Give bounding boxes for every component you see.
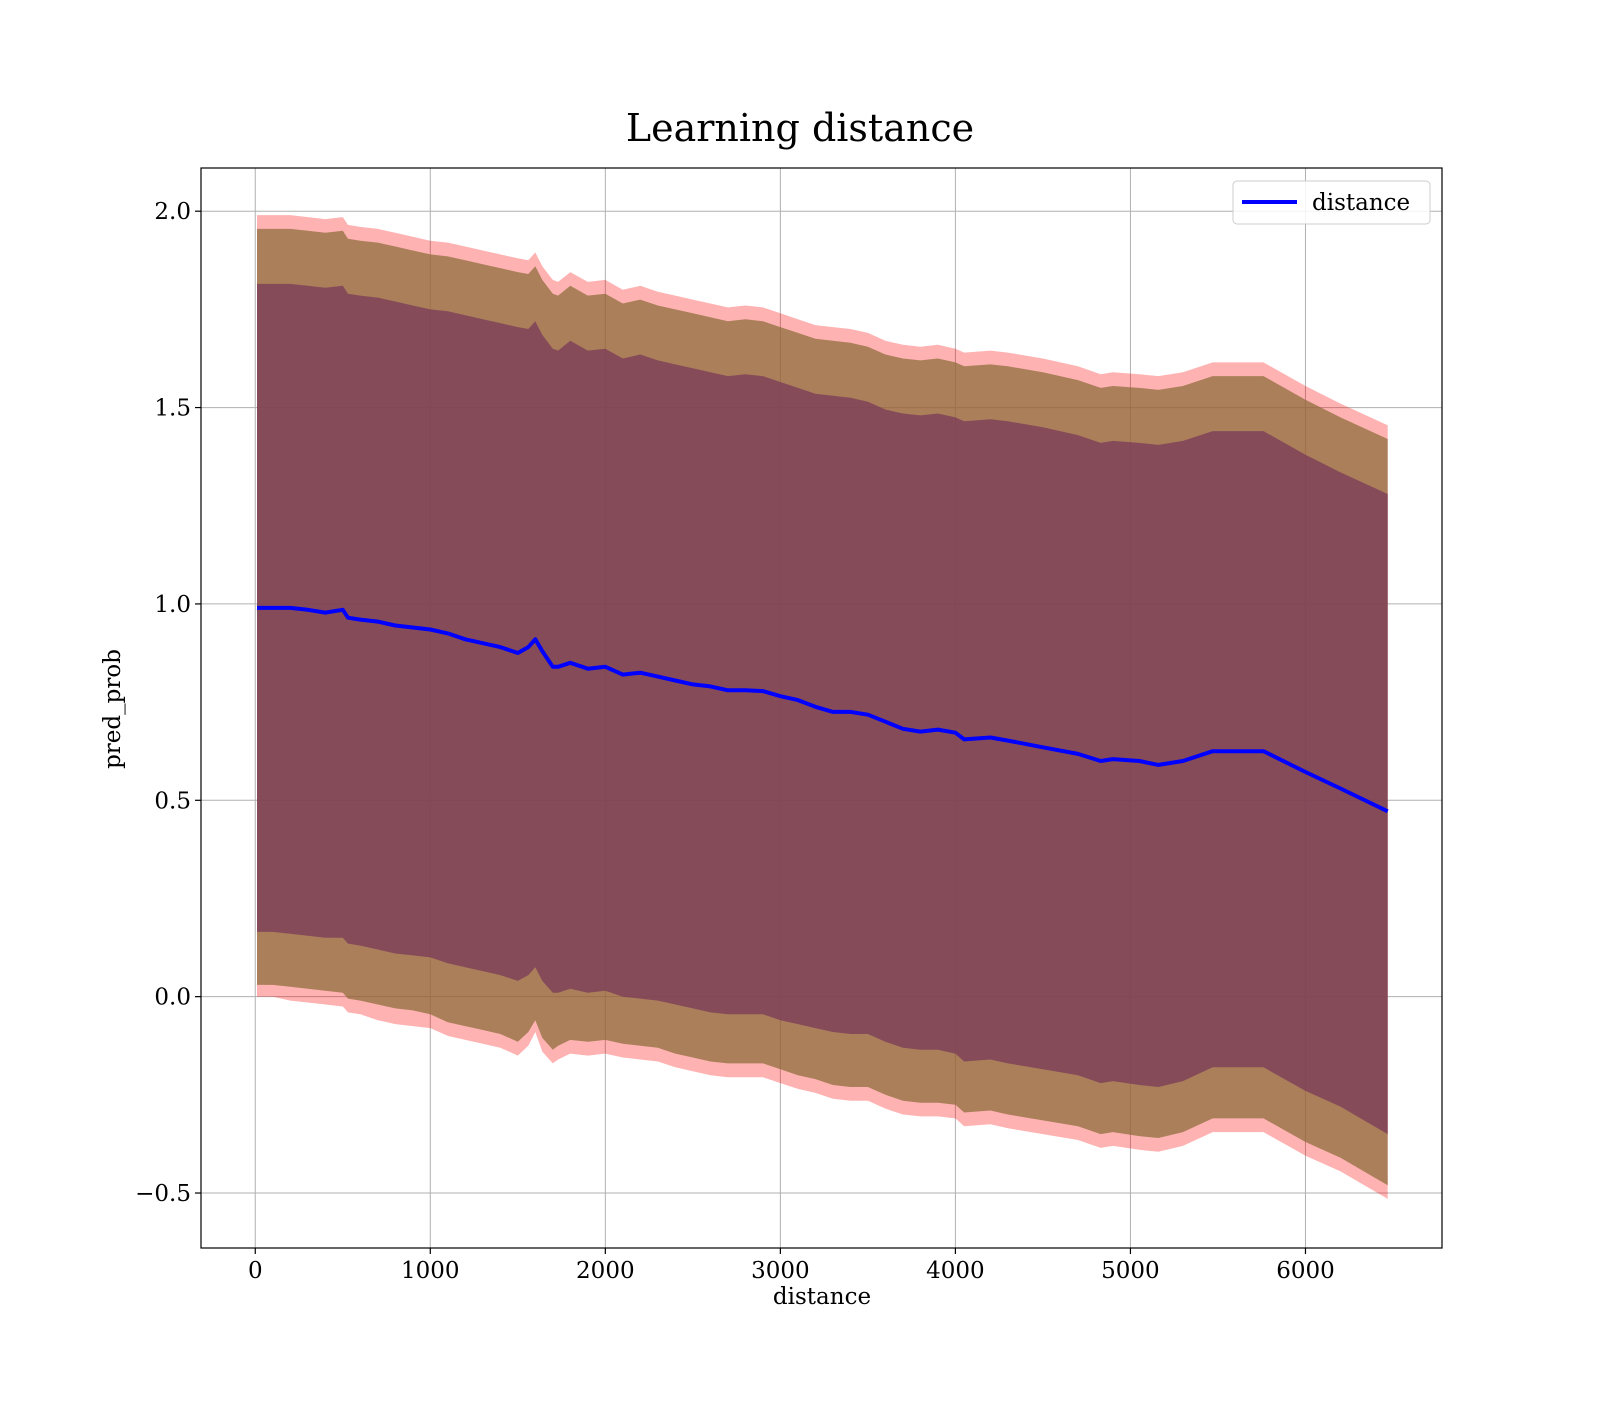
x-axis-label: distance — [773, 1284, 871, 1310]
y-tick-label: 2.0 — [154, 199, 191, 225]
series-line-distance — [257, 605, 1389, 814]
y-tick-label: 1.0 — [154, 592, 191, 618]
x-tick-label: 3000 — [751, 1258, 810, 1284]
plot-frame — [200, 167, 1443, 1249]
x-tick-label: 5000 — [1101, 1258, 1160, 1284]
x-tick-label: 0 — [248, 1258, 263, 1284]
legend: distance — [1232, 180, 1431, 225]
chart-title: Learning distance — [626, 106, 974, 150]
y-tick-label: −0.5 — [135, 1181, 191, 1207]
line-layer — [257, 605, 1389, 814]
y-tick-label: 1.5 — [154, 396, 191, 422]
x-tick-label: 1000 — [401, 1258, 460, 1284]
x-tick-label: 6000 — [1276, 1258, 1335, 1284]
tick-layer: 0 1000 2000 3000 4000 5000 6000 −0.5 0.0 0.5 1.0 1.… — [135, 199, 1335, 1284]
legend-label-distance: distance — [1312, 190, 1410, 216]
legend-box — [1232, 180, 1431, 225]
y-tick-label: 0.0 — [154, 985, 191, 1011]
x-tick-label: 2000 — [576, 1258, 635, 1284]
y-tick-label: 0.5 — [154, 788, 191, 814]
y-axis-label: pred_prob — [100, 649, 126, 769]
x-tick-label: 4000 — [926, 1258, 985, 1284]
